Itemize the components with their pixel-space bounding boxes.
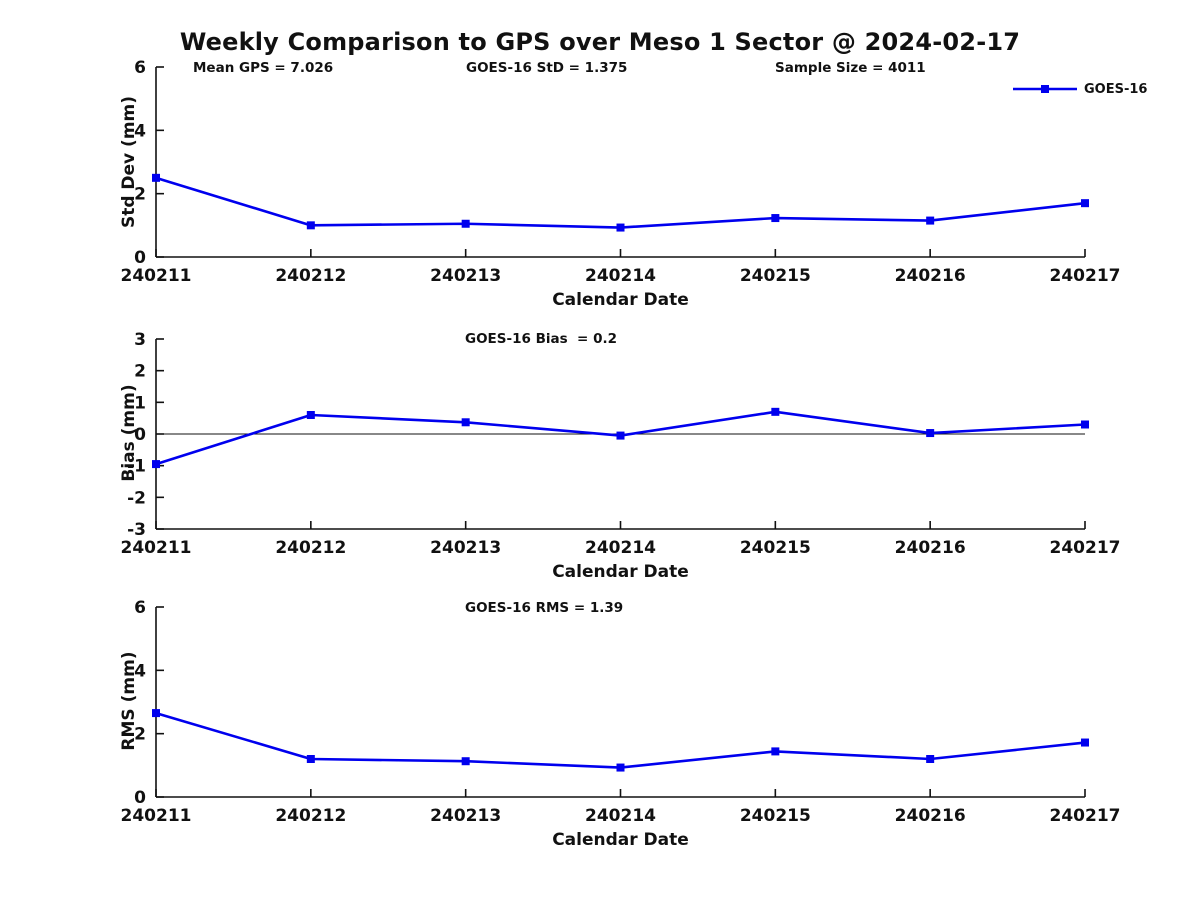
x-axis-label-rms: Calendar Date <box>552 830 689 850</box>
data-marker-rms <box>771 747 780 756</box>
x-axis-label-std-dev: Calendar Date <box>552 290 689 310</box>
annotation-sample-size: Sample Size = 4011 <box>775 60 926 76</box>
x-tick-label: 240212 <box>275 806 346 826</box>
y-tick-label: 4 <box>134 121 146 141</box>
data-marker-bias <box>771 407 780 416</box>
subplot-std-dev: 0 2 4 6 240211 240212 240213 240214 240215 240216… <box>0 53 1200 313</box>
subplot-rms: 0 2 4 6 240211 240212 240213 240214 240215 240216… <box>0 593 1200 853</box>
plot-canvas-rms: 0 2 4 6 240211 240212 240213 240214 240215 240216… <box>121 598 1121 826</box>
legend: GOES-16 <box>1013 81 1147 97</box>
chart-title: Weekly Comparison to GPS over Meso 1 Sec… <box>179 28 1021 56</box>
x-tick-label: 240212 <box>275 538 346 558</box>
y-tick-label: 6 <box>134 598 146 618</box>
y-tick-label: 1 <box>134 393 146 413</box>
legend-line-marker-icon <box>1013 85 1077 93</box>
data-marker-bias <box>1081 420 1089 429</box>
y-tick-label: 0 <box>134 248 146 268</box>
x-tick-label: 240213 <box>430 538 501 558</box>
plot-canvas-std-dev: 0 2 4 6 240211 240212 240213 240214 240215 240216… <box>121 58 1121 286</box>
data-marker-rms <box>926 755 935 763</box>
data-marker-rms <box>461 757 470 766</box>
data-marker-rms <box>152 709 160 718</box>
y-tick-label: 2 <box>134 362 146 382</box>
y-tick-label: -3 <box>127 520 146 540</box>
data-marker-std-dev <box>926 216 935 225</box>
y-tick-label: -1 <box>127 457 146 477</box>
data-marker-bias <box>616 431 625 440</box>
y-axis-label-std-dev: Std Dev (mm) <box>119 95 139 229</box>
x-tick-label: 240212 <box>275 266 346 286</box>
annotation-goes16-bias: GOES-16 Bias = 0.2 <box>465 331 617 347</box>
x-tick-label: 240216 <box>895 266 966 286</box>
data-marker-std-dev <box>152 173 160 182</box>
x-axis-label-bias: Calendar Date <box>552 562 689 582</box>
legend-marker <box>1041 85 1049 93</box>
x-tick-label: 240217 <box>1050 806 1121 826</box>
x-tick-label: 240215 <box>740 266 811 286</box>
data-marker-rms <box>616 763 625 772</box>
y-tick-label: 2 <box>134 185 146 205</box>
annotation-goes16-rms: GOES-16 RMS = 1.39 <box>465 600 624 616</box>
x-tick-label: 240211 <box>121 538 192 558</box>
x-tick-label: 240213 <box>430 806 501 826</box>
data-marker-bias <box>152 460 160 469</box>
x-tick-label: 240216 <box>895 538 966 558</box>
y-tick-label: 3 <box>134 330 146 350</box>
y-tick-label: 0 <box>134 788 146 808</box>
x-tick-label: 240211 <box>121 806 192 826</box>
x-tick-label: 240214 <box>585 538 656 558</box>
annotation-mean-gps: Mean GPS = 7.026 <box>193 60 334 76</box>
annotation-goes16-std: GOES-16 StD = 1.375 <box>466 60 628 76</box>
data-marker-bias <box>306 411 315 419</box>
y-axis-label-rms: RMS (mm) <box>119 651 139 751</box>
data-marker-std-dev <box>1081 199 1089 208</box>
x-tick-label: 240215 <box>740 806 811 826</box>
x-tick-label: 240217 <box>1050 538 1121 558</box>
y-tick-label: -2 <box>127 488 146 508</box>
y-tick-label: 0 <box>134 425 146 445</box>
data-marker-rms <box>306 755 315 763</box>
data-marker-std-dev <box>461 219 470 228</box>
data-marker-bias <box>461 418 470 427</box>
x-tick-label: 240213 <box>430 266 501 286</box>
y-axis-label-bias: Bias (mm) <box>119 384 139 482</box>
x-tick-label: 240214 <box>585 806 656 826</box>
x-tick-label: 240217 <box>1050 266 1121 286</box>
y-tick-label: 4 <box>134 661 146 681</box>
x-tick-label: 240214 <box>585 266 656 286</box>
legend-label: GOES-16 <box>1084 81 1148 97</box>
data-marker-rms <box>1081 738 1089 747</box>
data-marker-bias <box>926 429 935 438</box>
data-line-rms <box>155 711 1086 769</box>
x-tick-label: 240211 <box>121 266 192 286</box>
data-line-std-dev <box>155 176 1086 229</box>
subplot-bias: -3 -2 -1 0 1 2 3 240211 240212 240213 240214 240215… <box>0 325 1200 585</box>
data-marker-std-dev <box>771 214 780 223</box>
x-tick-label: 240216 <box>895 806 966 826</box>
y-tick-label: 2 <box>134 725 146 745</box>
data-marker-std-dev <box>616 223 625 232</box>
y-tick-label: 6 <box>134 58 146 78</box>
plot-canvas-bias: -3 -2 -1 0 1 2 3 240211 240212 240213 240214 240215… <box>121 330 1121 558</box>
x-tick-label: 240215 <box>740 538 811 558</box>
data-marker-std-dev <box>306 221 315 230</box>
